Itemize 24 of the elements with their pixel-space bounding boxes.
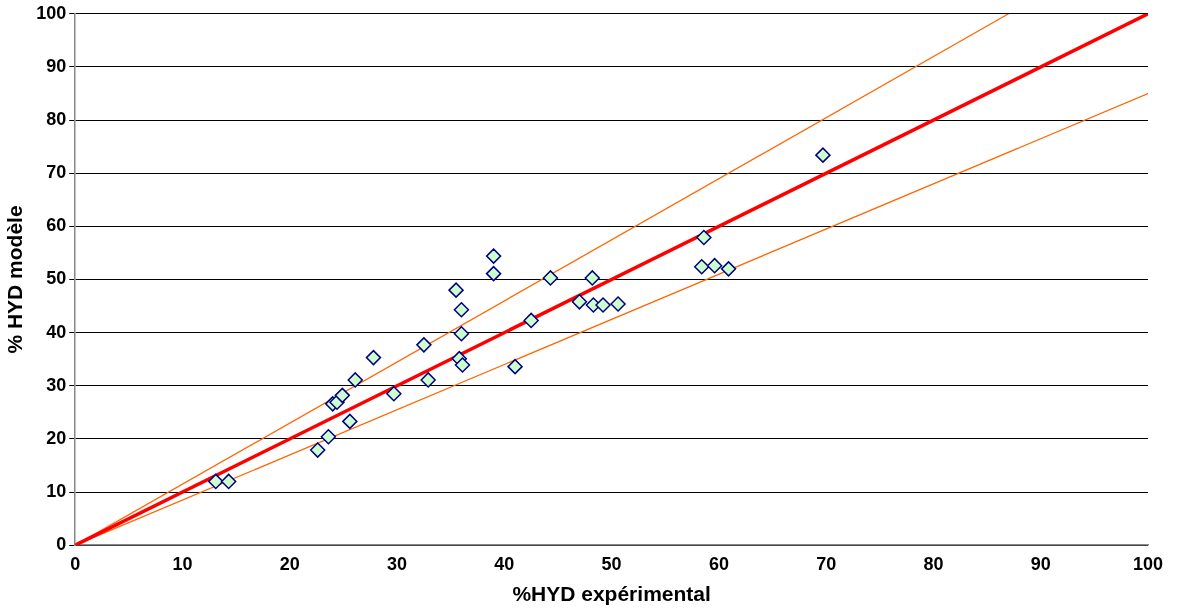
y-tick-label: 90 [46, 55, 67, 76]
y-tick-label: 30 [46, 374, 67, 395]
x-tick-label: 60 [708, 553, 729, 574]
y-tick-label: 70 [46, 162, 67, 183]
y-tick-label: 10 [46, 481, 67, 502]
x-tick-label: 50 [601, 553, 622, 574]
y-tick-label: 50 [46, 268, 67, 289]
x-tick-label: 80 [923, 553, 944, 574]
x-axis-title: %HYD expérimental [512, 582, 711, 606]
x-tick-label: 0 [70, 553, 81, 574]
y-tick-label: 40 [46, 321, 67, 342]
y-axis-title: % HYD modèle [3, 205, 27, 354]
x-tick-label: 10 [172, 553, 193, 574]
y-tick-label: 20 [46, 427, 67, 448]
x-tick-label: 100 [1132, 553, 1164, 574]
x-tick-label: 70 [816, 553, 837, 574]
y-tick-label: 0 [56, 534, 67, 555]
x-tick-label: 90 [1030, 553, 1051, 574]
x-tick-label: 40 [494, 553, 515, 574]
y-tick-label: 80 [46, 109, 67, 130]
x-tick-label: 30 [387, 553, 408, 574]
x-tick-label: 20 [279, 553, 300, 574]
y-tick-label: 60 [46, 215, 67, 236]
y-tick-label: 100 [36, 2, 67, 23]
